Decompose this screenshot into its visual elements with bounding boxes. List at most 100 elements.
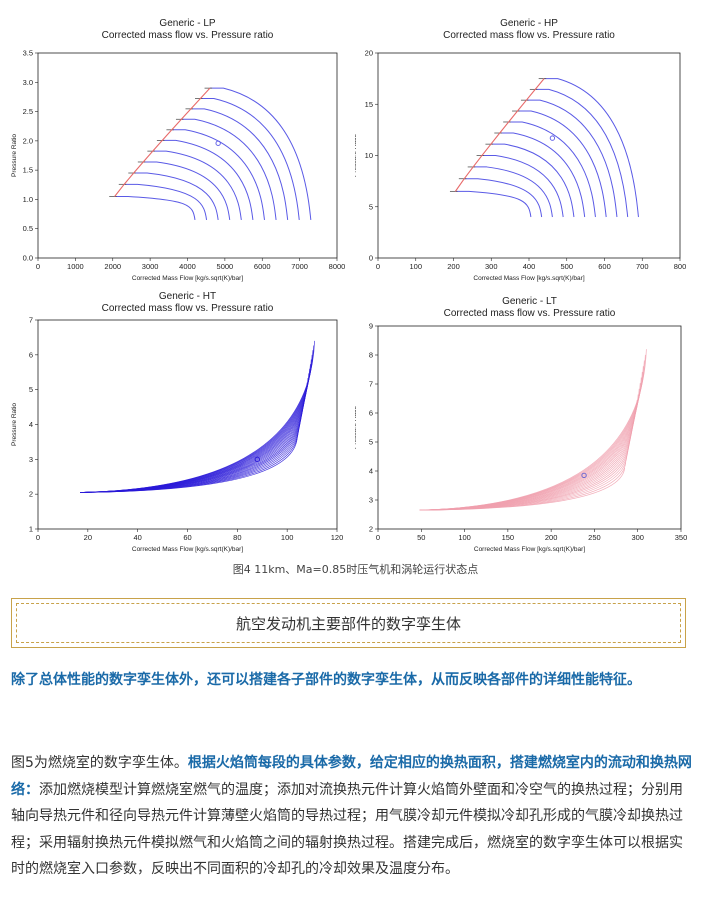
chart-1-ytick-label: 20 (365, 49, 373, 58)
chart-0-speed-line (162, 139, 254, 220)
chart-1-ylabel: Pressure Ratio (355, 134, 358, 177)
chart-1-xtick-label: 100 (409, 262, 422, 271)
chart-0-speed-line (171, 129, 265, 220)
chart-1-xtick-label: 300 (485, 262, 498, 271)
chart-3-ytick-label: 4 (369, 467, 373, 476)
chart-3-xtick-label: 250 (588, 533, 601, 542)
section-title-inner: 航空发动机主要部件的数字孪生体 (16, 603, 681, 643)
chart-3-ytick-label: 7 (369, 380, 373, 389)
chart-3-ytick-label: 3 (369, 496, 373, 505)
chart-1-ytick-label: 5 (369, 202, 373, 211)
chart-3-xlabel: Corrected Mass Flow [kg/s.sqrt(K)/bar] (474, 546, 585, 553)
chart-2-ytick-label: 5 (29, 385, 33, 394)
chart-0-speed-line (143, 161, 231, 220)
paragraph-combustor-body: 添加燃烧模型计算燃烧室燃气的温度；添加对流换热元件计算火焰筒外壁面和冷空气的换热… (11, 781, 683, 878)
paragraph-combustor-highlight: 根据火焰筒每段的具体参数，给定相应的换热面积，搭建燃烧室内的流动和换热网络： (11, 755, 692, 798)
chart-2-xtick-label: 60 (183, 533, 191, 542)
chart-lp: Generic - LP Corrected mass flow vs. Pres… (0, 14, 355, 288)
chart-0-xtick-label: 7000 (291, 262, 308, 271)
chart-2-ytick-label: 7 (29, 316, 33, 325)
chart-3-ytick-label: 9 (369, 322, 373, 331)
chart-0-ytick-label: 1.0 (23, 195, 33, 204)
chart-2-ytick-label: 3 (29, 455, 33, 464)
chart-0-ytick-label: 0.0 (23, 254, 33, 263)
chart-3-ytick-label: 8 (369, 351, 373, 360)
chart-lt: Generic - LT Corrected mass flow vs. Pres… (355, 288, 711, 556)
chart-3-xtick-label: 150 (502, 533, 515, 542)
chart-2-ytick-label: 2 (29, 490, 33, 499)
chart-3-xtick-label: 100 (458, 533, 471, 542)
chart-3-title: Generic - LT (502, 296, 557, 307)
chart-1-speed-line (499, 132, 586, 218)
chart-2-ytick-label: 1 (29, 525, 33, 534)
chart-2-speed-line (80, 345, 315, 493)
chart-1-speed-line (535, 88, 629, 218)
chart-2-xtick-label: 0 (36, 533, 40, 542)
chart-1-xtick-label: 200 (447, 262, 460, 271)
chart-0-speed-line (209, 87, 312, 220)
chart-0-speed-line (152, 150, 242, 220)
chart-3-speed-line (419, 366, 644, 511)
chart-2-operating-point (254, 456, 260, 462)
chart-0-ytick-label: 2.0 (23, 136, 33, 145)
chart-1-speed-line (517, 110, 607, 218)
chart-2-speed-line (80, 340, 315, 493)
chart-1-operating-point (549, 135, 556, 141)
chart-0-surge-line (114, 87, 211, 197)
chart-2-speed-line (80, 354, 313, 493)
chart-3-speed-line (419, 377, 642, 511)
chart-1-xtick-label: 800 (674, 262, 687, 271)
chart-0-speed-line (200, 97, 300, 220)
chart-0-xtick-label: 3000 (142, 262, 159, 271)
chart-1-frame (377, 52, 681, 259)
chart-0-xtick-label: 0 (36, 262, 40, 271)
chart-2-ytick-label: 6 (29, 350, 33, 359)
chart-0-ytick-label: 0.5 (23, 224, 33, 233)
chart-3-speed-line (419, 400, 638, 511)
chart-0-xtick-label: 5000 (217, 262, 234, 271)
section-title-box: 航空发动机主要部件的数字孪生体 (11, 598, 686, 648)
chart-0-speed-line (133, 172, 219, 220)
chart-2-ylabel: Pressure Ratio (11, 403, 18, 446)
chart-1-surge-line (454, 78, 545, 192)
chart-3-xtick-label: 50 (417, 533, 425, 542)
chart-0-ytick-label: 1.5 (23, 166, 33, 175)
chart-2-title: Generic - HT (159, 291, 216, 302)
chart-1-ytick-label: 0 (369, 254, 373, 263)
paragraph-intro: 除了总体性能的数字孪生体外，还可以搭建各子部件的数字孪生体，从而反映各部件的详细… (11, 672, 641, 688)
chart-0-ytick-label: 3.5 (23, 49, 33, 58)
chart-3-speed-line (419, 388, 640, 511)
chart-3-xtick-label: 350 (675, 533, 688, 542)
chart-1-speed-line (544, 78, 639, 218)
chart-1-speed-line (490, 143, 575, 218)
chart-2-xtick-label: 20 (84, 533, 92, 542)
chart-1-speed-line (508, 121, 596, 218)
chart-0-xtick-label: 1000 (67, 262, 84, 271)
chart-3-xtick-label: 0 (376, 533, 380, 542)
chart-0-speed-line (114, 196, 196, 220)
chart-3-subtitle: Corrected mass flow vs. Pressure ratio (444, 308, 616, 319)
chart-0-xlabel: Corrected Mass Flow [kg/s.sqrt(K)/bar] (132, 275, 243, 282)
chart-1-speed-line (526, 99, 618, 218)
chart-2-xtick-label: 40 (133, 533, 141, 542)
chart-3-speed-line (419, 383, 641, 511)
chart-0-ylabel: Pressure Ratio (11, 134, 18, 177)
chart-3-speed-line (419, 354, 646, 511)
chart-1-title: Generic - HP (500, 18, 558, 29)
chart-2-ytick-label: 4 (29, 420, 33, 429)
chart-3-frame (377, 325, 682, 530)
chart-1-speed-line (455, 190, 532, 218)
section-title: 航空发动机主要部件的数字孪生体 (235, 614, 461, 633)
chart-3-speed-line (419, 360, 645, 511)
chart-0-operating-point (215, 140, 221, 146)
chart-2-xtick-label: 120 (331, 533, 344, 542)
chart-3-speed-line (419, 371, 643, 511)
chart-3-xtick-label: 200 (545, 533, 558, 542)
paragraph-combustor: 图5为燃烧室的数字孪生体。根据火焰筒每段的具体参数，给定相应的换热面积，搭建燃烧… (11, 750, 696, 883)
chart-2-speed-line (80, 378, 309, 493)
chart-1-xlabel: Corrected Mass Flow [kg/s.sqrt(K)/bar] (473, 275, 584, 282)
chart-0-title: Generic - LP (159, 18, 215, 29)
chart-1-ytick-label: 15 (365, 100, 373, 109)
